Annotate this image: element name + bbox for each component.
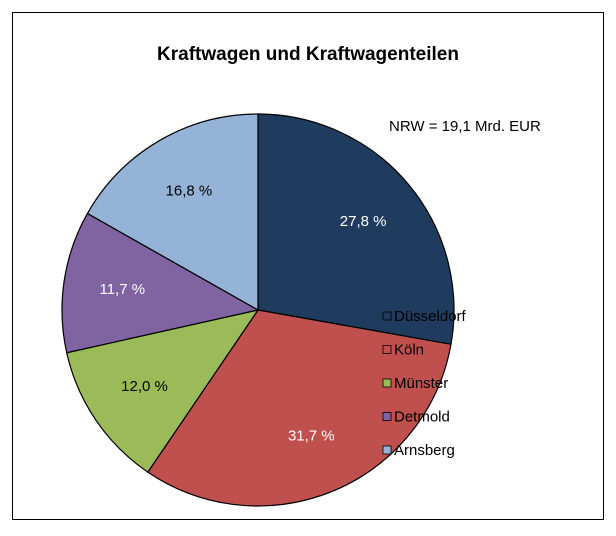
- chart-title: Kraftwagen und Kraftwagenteilen: [157, 44, 459, 65]
- legend-label: Detmold: [394, 408, 450, 425]
- data-label: 27,8 %: [340, 213, 387, 230]
- legend-swatch: [382, 345, 392, 354]
- legend-swatch: [382, 412, 392, 421]
- pie-slice: [86, 113, 259, 312]
- legend-label: Arnsberg: [394, 442, 455, 459]
- legend-swatch: [382, 311, 392, 321]
- legend-label: Köln: [394, 341, 424, 358]
- data-label: 16,8 %: [166, 182, 213, 199]
- data-label: 31,7 %: [288, 427, 335, 444]
- pie-slice: [146, 309, 452, 507]
- legend-label: Münster: [394, 375, 448, 392]
- legend-label: Düsseldorf: [394, 308, 467, 325]
- data-label: 12,0 %: [121, 378, 168, 395]
- annotation: NRW = 19,1 Mrd. EUR: [389, 118, 541, 135]
- legend-swatch: [382, 378, 392, 388]
- pie-slice: [257, 113, 455, 346]
- data-label: 11,7 %: [99, 281, 145, 298]
- pie-slice: [61, 212, 260, 354]
- pie-slice: [66, 309, 260, 473]
- legend-swatch: [382, 445, 392, 455]
